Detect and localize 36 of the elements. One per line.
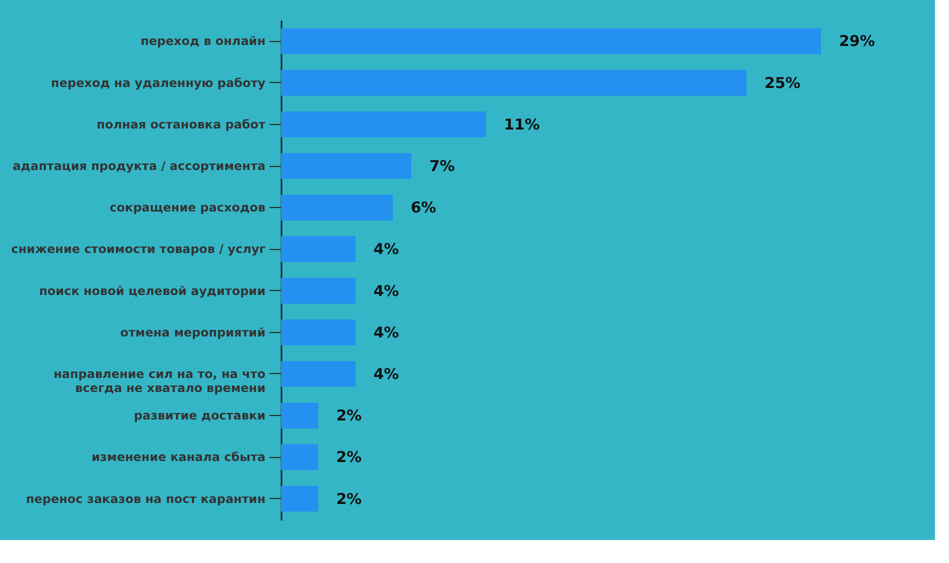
data-label: 29% <box>839 32 875 50</box>
y-tick-label: адаптация продукта / ассортимента <box>12 159 266 174</box>
y-tick-label: изменение канала сбыта <box>92 450 266 464</box>
data-label: 2% <box>336 406 362 425</box>
bar <box>281 278 356 304</box>
bar <box>281 28 821 54</box>
y-tick-label: отмена мероприятий <box>120 325 266 340</box>
data-label: 2% <box>336 490 362 508</box>
y-tick-label: сокращение расходов <box>110 200 266 215</box>
bar <box>281 320 356 346</box>
bar <box>281 486 318 512</box>
y-tick-label: переход на удаленную работу <box>51 76 266 90</box>
y-tick-label: снижение стоимости товаров / услуг <box>11 242 266 256</box>
bar <box>281 444 318 470</box>
data-label: 25% <box>764 74 800 92</box>
y-tick-label: полная остановка работ <box>96 117 266 132</box>
bar <box>281 70 747 96</box>
data-label: 4% <box>373 364 399 383</box>
bar <box>281 361 356 387</box>
data-label: 4% <box>373 323 399 342</box>
y-tick-label: поиск новой целевой аудитории <box>39 284 266 298</box>
data-label: 7% <box>429 157 455 176</box>
y-tick-label: развитие доставки <box>134 408 266 423</box>
bar <box>281 236 356 262</box>
data-label: 6% <box>410 198 436 217</box>
bar <box>281 112 486 138</box>
bar <box>281 153 412 179</box>
data-label: 4% <box>373 240 399 258</box>
y-tick-label: переход в онлайн <box>140 34 266 48</box>
data-label: 4% <box>373 282 399 300</box>
bar <box>281 194 393 220</box>
y-tick-label: перенос заказов на пост карантин <box>26 492 266 506</box>
data-label: 2% <box>336 448 362 466</box>
bar <box>281 402 318 428</box>
y-tick-label: направление сил на то, на что всегда не хватало времени <box>54 366 266 395</box>
data-label: 11% <box>504 115 540 134</box>
